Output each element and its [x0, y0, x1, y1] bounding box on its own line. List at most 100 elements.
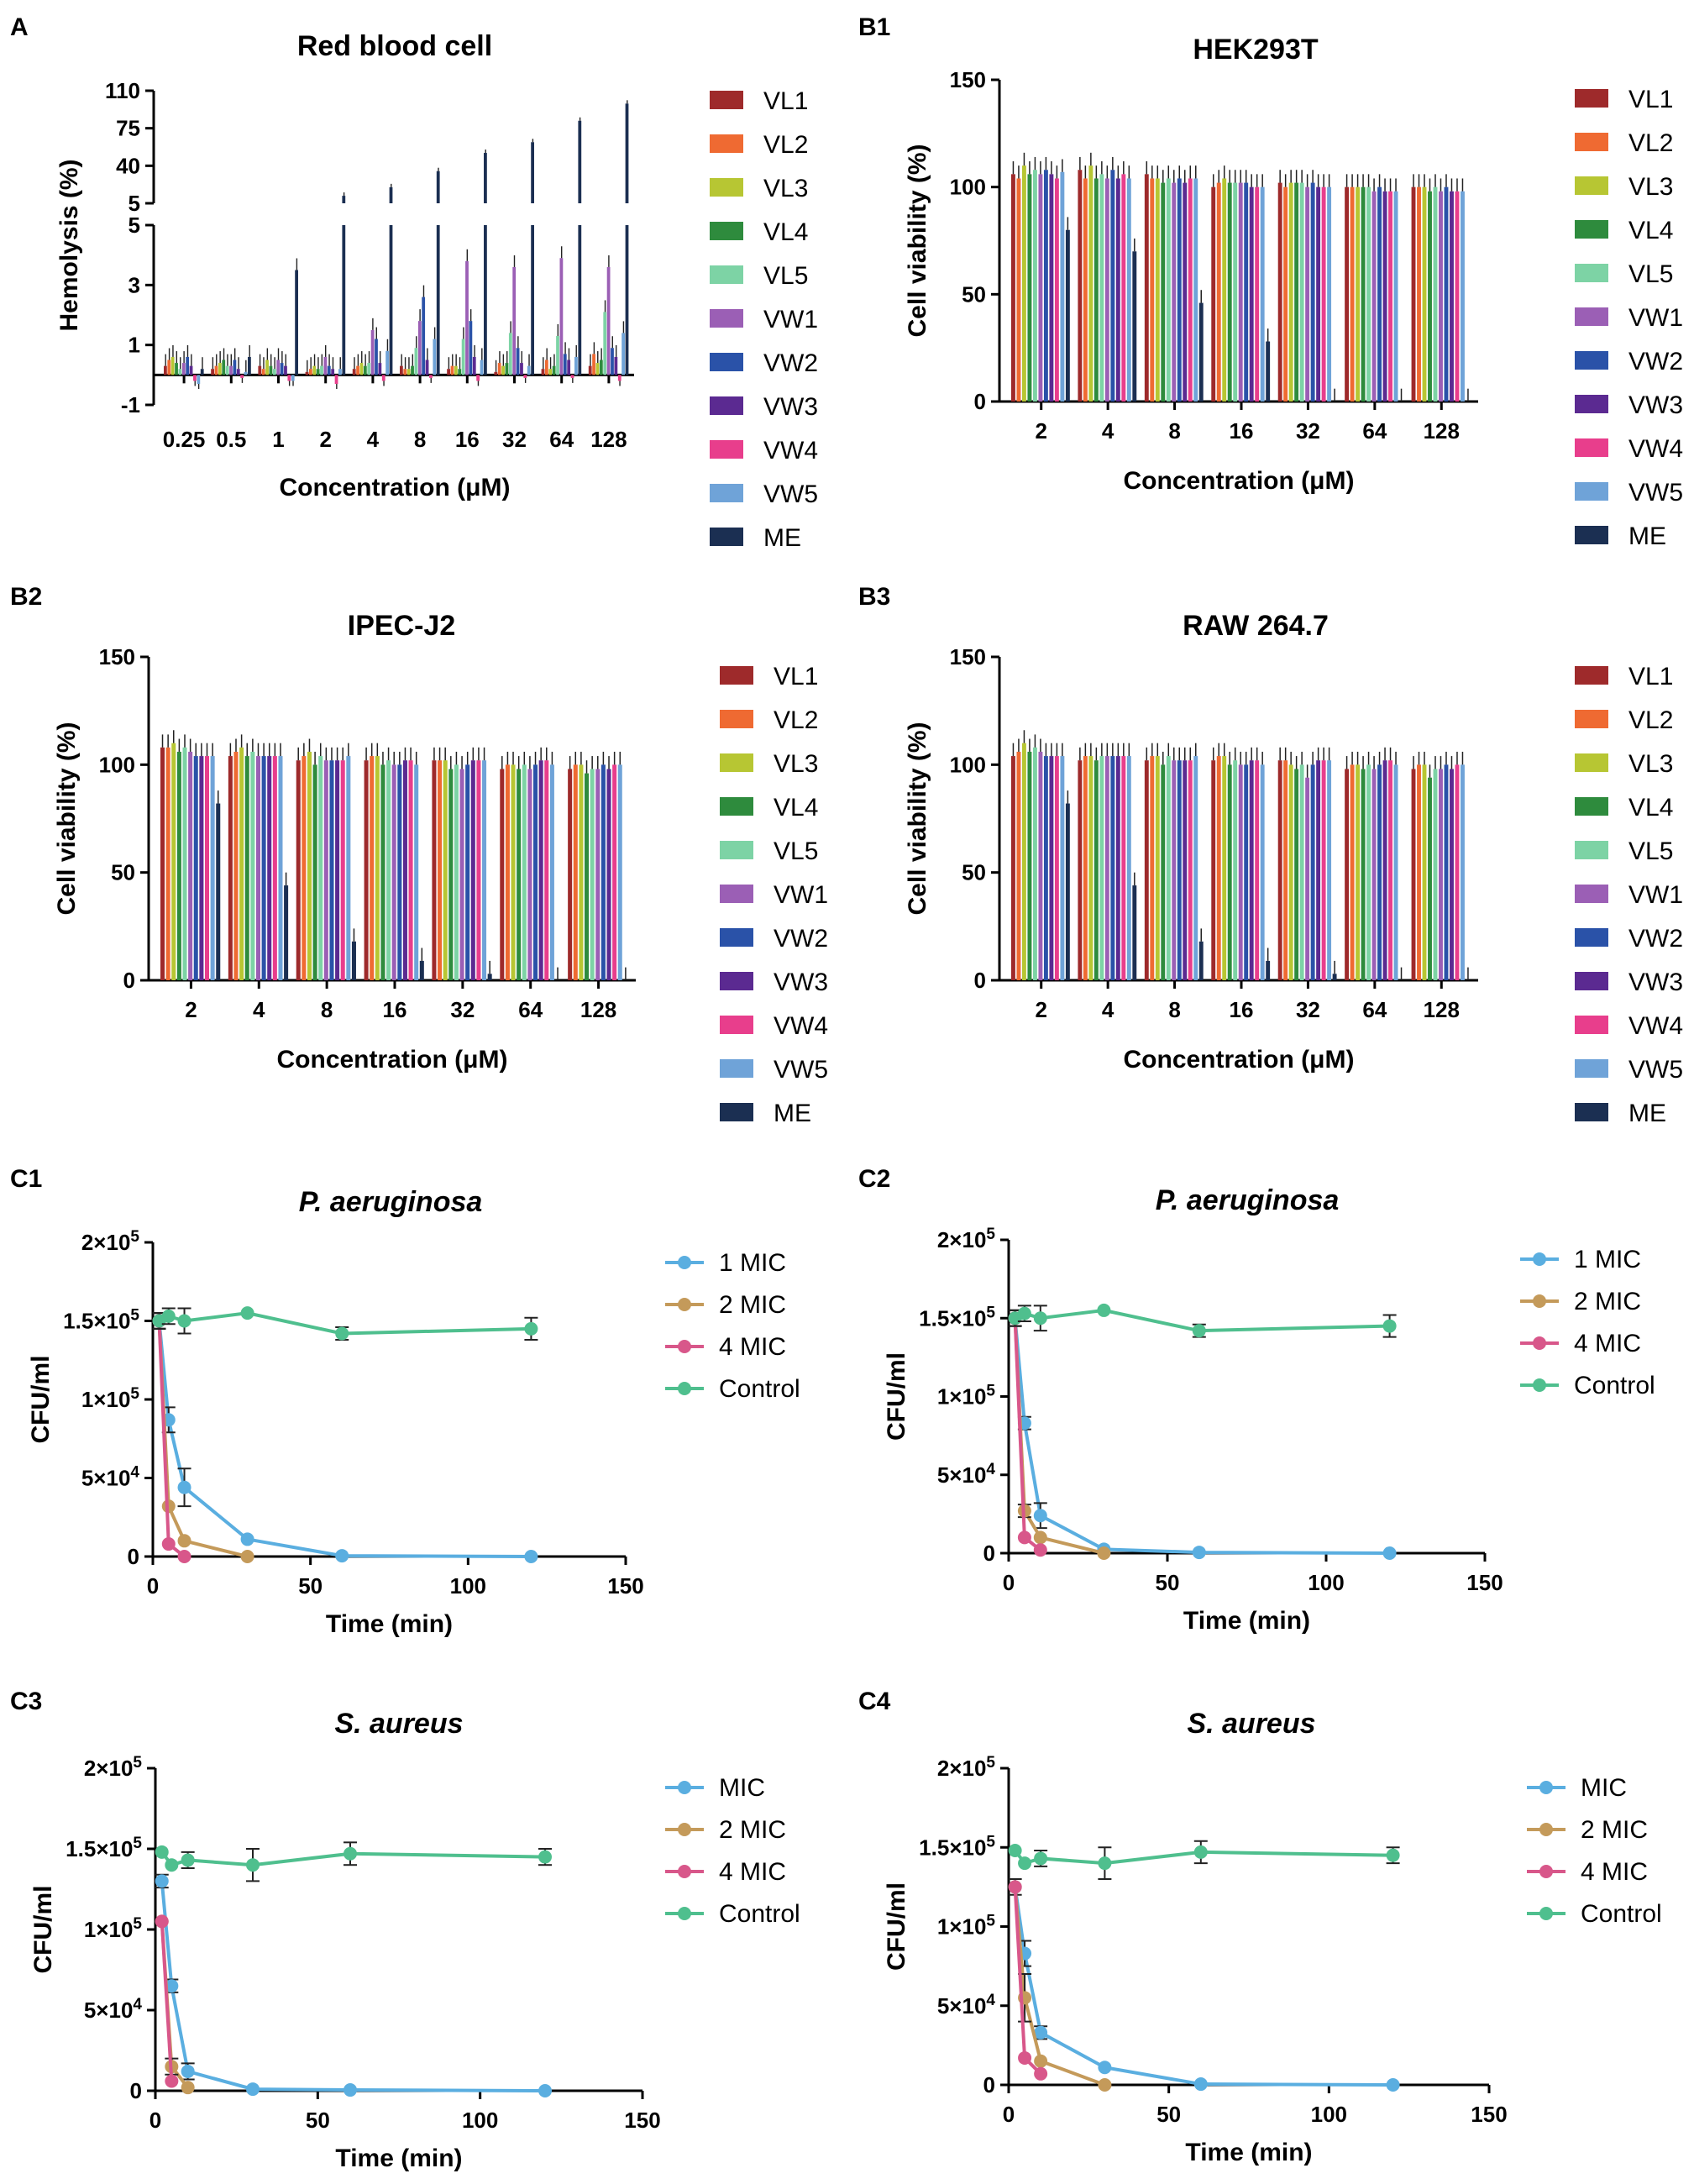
legend-marker [1533, 1378, 1546, 1392]
x-tick-label: 2 [185, 997, 197, 1022]
bar [269, 365, 273, 375]
x-tick-label: 32 [1296, 418, 1320, 444]
x-tick-label: 0.5 [216, 427, 246, 452]
y-tick-label: 110 [105, 78, 140, 103]
data-point [1386, 1848, 1400, 1862]
panel-c3: C3 S. aureus 0 5×104 1×105 1.5×105 2×105 0 50 100… [10, 1688, 800, 2172]
legend-swatch [720, 710, 753, 728]
legend-swatch [1575, 928, 1608, 947]
legend-label: VW3 [1628, 969, 1683, 996]
legend-marker [678, 1298, 691, 1311]
bar [1211, 186, 1216, 402]
x-tick-label: 128 [1424, 418, 1460, 444]
y-tick-label: 0 [983, 1541, 995, 1566]
bar [378, 363, 382, 375]
x-tick-label: 2 [1035, 997, 1046, 1022]
bar [218, 363, 222, 375]
bar [346, 756, 351, 980]
bar [244, 371, 248, 375]
legend-swatch [720, 753, 753, 772]
bar [512, 266, 517, 375]
y-tick-label: 75 [116, 116, 140, 141]
bar [323, 356, 328, 375]
bar [305, 371, 309, 375]
bar [170, 356, 175, 375]
legend-swatch [1575, 482, 1608, 501]
x-tick-label: 128 [580, 997, 616, 1022]
bar [472, 356, 476, 375]
y-axis-label: Cell viability (%) [53, 722, 81, 915]
legend-swatch [720, 666, 753, 685]
bar [494, 371, 498, 375]
bar [280, 363, 284, 375]
bar [334, 375, 338, 385]
legend-marker [678, 1256, 691, 1269]
bar [1144, 174, 1149, 402]
data-point [1098, 2078, 1112, 2092]
data-point [1098, 1856, 1112, 1871]
bar [403, 369, 407, 375]
bar [612, 764, 617, 980]
bar [500, 769, 505, 980]
bar [531, 225, 534, 375]
legend-label: Control [1581, 1900, 1662, 1928]
panel-label: B1 [858, 13, 890, 41]
data-point [1192, 1324, 1206, 1338]
x-tick-label: 4 [367, 427, 380, 452]
bar [1321, 186, 1326, 402]
data-point [177, 1314, 191, 1328]
bar [1377, 186, 1382, 402]
y-tick-label: 100 [950, 752, 986, 777]
bar [1115, 756, 1120, 980]
bar [1222, 756, 1227, 980]
bar [1277, 760, 1282, 980]
bar [1110, 170, 1115, 402]
legend-label: VL2 [774, 706, 818, 734]
bar [1388, 191, 1392, 402]
bar [606, 266, 611, 375]
bar [389, 225, 393, 375]
y-tick-label: 1.5×105 [919, 1304, 995, 1331]
data-point [1034, 2054, 1048, 2068]
legend-label: VW4 [1628, 1012, 1683, 1040]
bar [1238, 182, 1243, 402]
y-tick-label: 100 [99, 752, 135, 777]
bar [258, 365, 262, 375]
bar [181, 363, 186, 375]
bar [1104, 756, 1109, 980]
bar [511, 764, 516, 980]
bar [1388, 760, 1392, 980]
panel-a: A Red blood cell -1 1 3 55 40 75 110 Hemolysis (%… [10, 13, 818, 552]
bar [436, 225, 440, 375]
legend-label: VW2 [1628, 348, 1683, 375]
data-point [1193, 1845, 1208, 1859]
legend-label: ME [774, 1100, 811, 1127]
bar [278, 756, 283, 980]
y-axis-label: CFU/ml [29, 1886, 57, 1974]
legend-label: VW5 [763, 480, 818, 508]
legend-label: ME [1628, 522, 1666, 550]
bar [625, 103, 629, 203]
bar [1021, 165, 1026, 402]
bar [1016, 178, 1021, 402]
bar [465, 260, 469, 375]
bar [480, 360, 484, 375]
bar [284, 365, 287, 375]
x-tick-label: 8 [1168, 418, 1180, 444]
legend-label: VL2 [763, 131, 808, 159]
legend-label: Control [1574, 1372, 1655, 1399]
bar [1161, 764, 1166, 980]
x-tick-label: 16 [383, 997, 407, 1022]
bar [517, 769, 522, 980]
bar [1422, 186, 1427, 402]
bar [1172, 182, 1177, 402]
bar [621, 333, 626, 375]
bar [389, 186, 393, 203]
panel-label: C3 [10, 1688, 42, 1715]
bar [1266, 960, 1271, 980]
legend-swatch [1575, 176, 1608, 195]
x-tick-label: 4 [1102, 997, 1114, 1022]
bar [335, 760, 340, 980]
bar [291, 375, 295, 381]
bar [193, 375, 197, 381]
